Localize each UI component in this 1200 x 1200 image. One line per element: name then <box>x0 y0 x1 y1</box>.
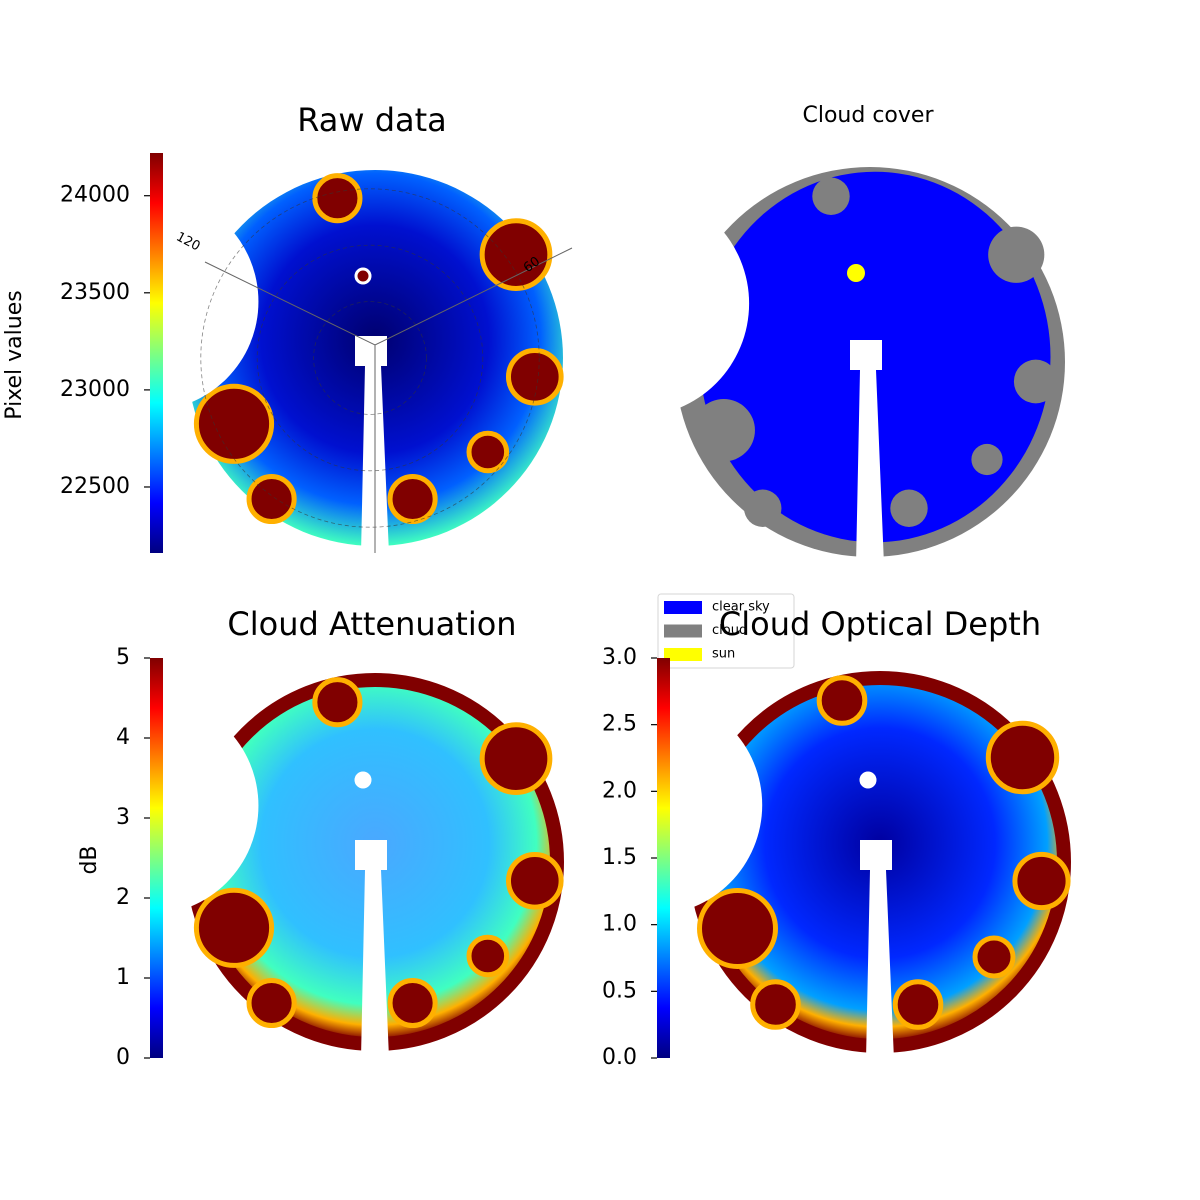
cloud-blob <box>812 177 850 215</box>
cloud-blob <box>890 489 928 527</box>
colorbar-tick-label: 2.5 <box>602 712 637 737</box>
cloud-blob <box>193 383 275 464</box>
cloud-blob <box>744 489 782 527</box>
sun <box>859 771 877 789</box>
pylon <box>860 840 894 1060</box>
polar-spoke <box>204 247 573 553</box>
sky-image <box>689 671 1071 1060</box>
legend-swatch <box>664 648 702 661</box>
cloud-blob <box>697 888 778 969</box>
cloud-blob <box>479 722 553 795</box>
pylon <box>355 336 389 554</box>
colorbar-tick-label: 0.5 <box>602 978 637 1003</box>
sky-image <box>186 673 564 1058</box>
panel-title: Cloud Attenuation <box>227 605 516 643</box>
cloud-blob <box>193 887 275 968</box>
cloud-blob <box>387 977 438 1029</box>
cloud-blob <box>466 430 510 474</box>
colorbar-tick-label: 3.0 <box>602 645 637 670</box>
cloud-blob <box>312 677 363 728</box>
polar-grid <box>313 301 427 415</box>
legend-swatch <box>664 601 702 614</box>
colorbar-tick-label: 3 <box>116 805 130 830</box>
legend-label: sun <box>712 647 735 662</box>
cloud-blob <box>479 218 553 291</box>
polar-label: 120 <box>174 230 203 255</box>
cloud-blob <box>312 173 363 224</box>
sun <box>354 771 372 789</box>
colorbar-label: dB <box>77 845 102 874</box>
polar-grid <box>200 188 540 528</box>
cloud-blob <box>985 720 1060 795</box>
cloud-blob <box>246 977 297 1029</box>
sky-image <box>675 167 1065 565</box>
cloud-blob <box>505 851 564 910</box>
cloud-blob <box>246 473 297 525</box>
colorbar-tick-label: 1.0 <box>602 912 637 937</box>
colorbar-tick-label: 4 <box>116 725 130 750</box>
cloud-blob <box>892 979 944 1030</box>
cloud-blob <box>1013 359 1058 404</box>
colorbar-tick-label: 2.0 <box>602 778 637 803</box>
legend-label: clear sky <box>712 600 770 615</box>
legend-swatch <box>664 624 702 638</box>
polar-grid <box>256 244 484 472</box>
colorbar-tick-label: 22500 <box>60 474 130 499</box>
panel-title: Cloud cover <box>803 103 935 128</box>
sun <box>847 264 865 282</box>
cloud-blob <box>988 226 1045 283</box>
cloud-blob <box>466 934 510 978</box>
colorbar-tick-label: 1 <box>116 965 130 990</box>
legend-label: cloud <box>712 623 747 638</box>
colorbar-tick-label: 24000 <box>60 183 130 208</box>
colorbar <box>657 658 670 1058</box>
colorbar-label: Pixel values <box>2 290 27 419</box>
cloud-blob <box>750 979 801 1030</box>
colorbar-tick-label: 23500 <box>60 280 130 305</box>
colorbar-tick-label: 0 <box>116 1045 130 1070</box>
cloud-blob <box>816 675 868 726</box>
cloud-blob <box>971 443 1003 476</box>
cloud-blob <box>387 473 438 525</box>
pylon <box>850 340 884 565</box>
pylon <box>355 840 389 1058</box>
colorbar-tick-label: 0.0 <box>602 1045 637 1070</box>
colorbar <box>150 658 163 1058</box>
sun <box>354 267 372 285</box>
colorbar-tick-label: 1.5 <box>602 845 637 870</box>
panel-title: Raw data <box>297 101 447 139</box>
cloud-blob <box>1012 851 1071 911</box>
colorbar-tick-label: 23000 <box>60 377 130 402</box>
cloud-blob <box>692 399 755 462</box>
cloud-blob <box>972 935 1016 979</box>
colorbar-tick-label: 5 <box>116 645 130 670</box>
colorbar <box>150 153 163 553</box>
cloud-blob <box>505 347 564 406</box>
colorbar-tick-label: 2 <box>116 885 130 910</box>
panel-title: Cloud Optical Depth <box>719 605 1041 643</box>
